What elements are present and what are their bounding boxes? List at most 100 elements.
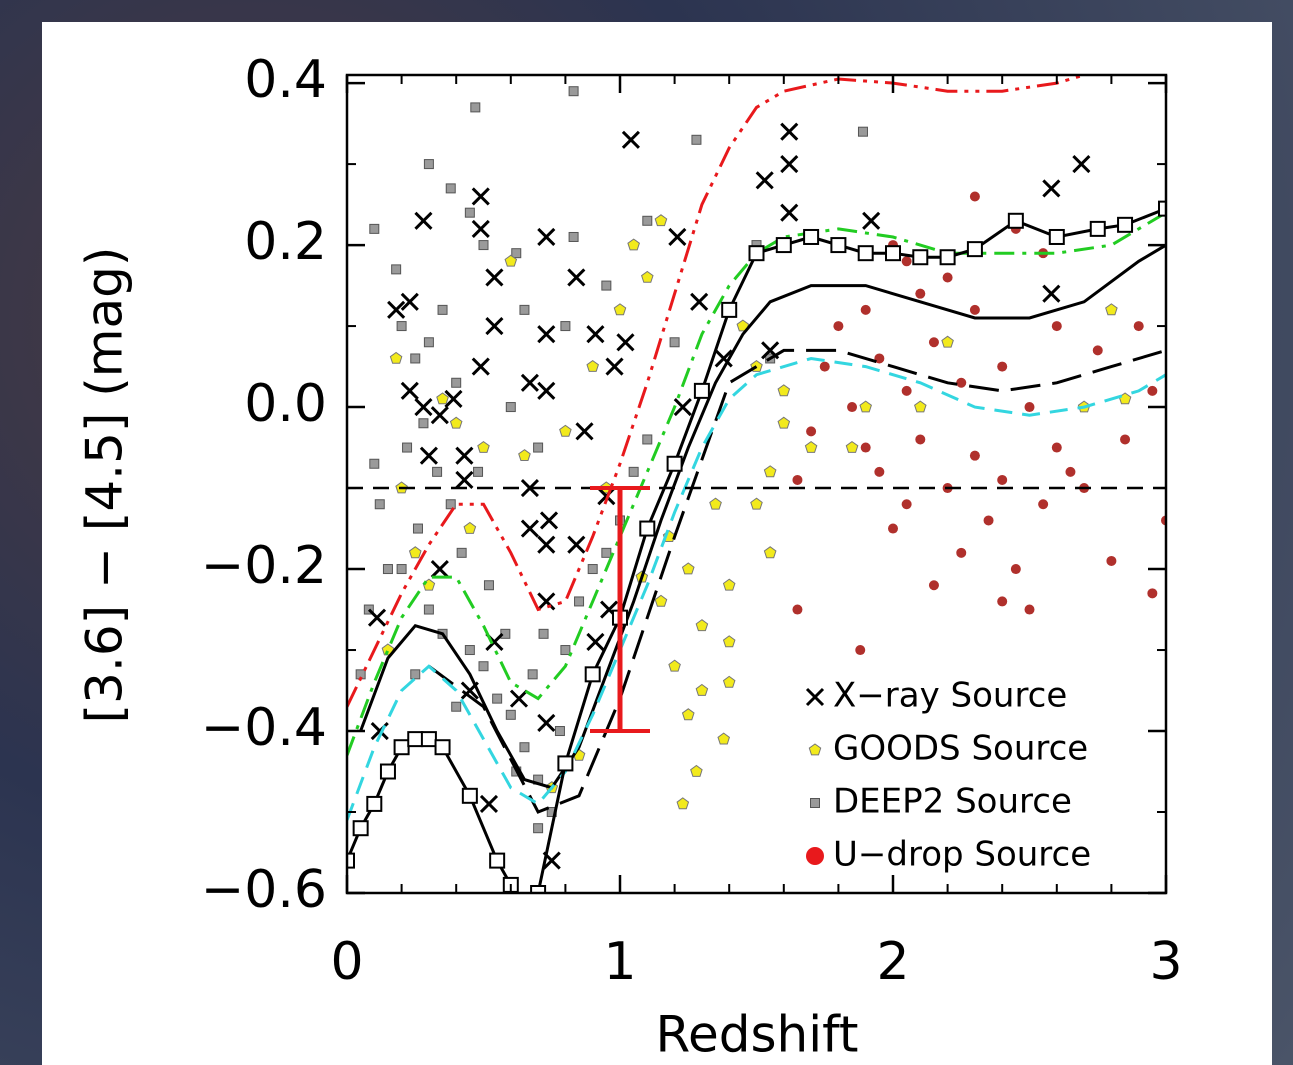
point bbox=[1106, 555, 1117, 566]
point bbox=[654, 214, 668, 227]
point bbox=[915, 434, 926, 445]
point bbox=[1147, 588, 1158, 599]
point bbox=[520, 519, 539, 538]
x-tick-label: 2 bbox=[876, 932, 909, 992]
point bbox=[520, 373, 539, 392]
point bbox=[456, 547, 467, 558]
point bbox=[470, 102, 481, 113]
point bbox=[969, 450, 980, 461]
point bbox=[915, 288, 926, 299]
line-marker bbox=[775, 237, 792, 254]
point bbox=[586, 632, 605, 651]
model-line bbox=[359, 243, 1166, 790]
point bbox=[792, 474, 803, 485]
point bbox=[847, 402, 858, 413]
point bbox=[449, 416, 463, 429]
line-marker bbox=[912, 249, 929, 266]
point bbox=[1072, 155, 1091, 174]
point bbox=[533, 442, 544, 453]
line-marker bbox=[434, 739, 451, 756]
point bbox=[537, 713, 556, 732]
point bbox=[1042, 284, 1061, 303]
line-marker bbox=[461, 787, 478, 804]
point bbox=[471, 187, 490, 206]
point bbox=[901, 256, 912, 267]
point bbox=[518, 449, 531, 461]
point bbox=[369, 458, 380, 469]
line-marker bbox=[1117, 216, 1134, 233]
point bbox=[857, 126, 868, 137]
point bbox=[804, 440, 818, 453]
point bbox=[400, 292, 419, 311]
point bbox=[668, 227, 687, 247]
point bbox=[418, 418, 429, 429]
point bbox=[471, 219, 490, 238]
line-marker bbox=[420, 731, 437, 748]
x-tick-label: 1 bbox=[603, 932, 636, 992]
point bbox=[455, 446, 474, 465]
y-tick-label: −0.2 bbox=[201, 536, 327, 596]
point bbox=[969, 304, 980, 315]
point bbox=[695, 619, 709, 632]
point bbox=[537, 227, 556, 247]
point bbox=[414, 211, 433, 230]
point bbox=[681, 562, 695, 575]
point bbox=[537, 325, 556, 344]
point bbox=[505, 709, 516, 720]
point bbox=[504, 254, 518, 267]
y-tick-label: 0.4 bbox=[244, 50, 327, 110]
point bbox=[537, 381, 556, 400]
point bbox=[567, 535, 586, 554]
point bbox=[414, 397, 433, 417]
point bbox=[485, 317, 504, 336]
point bbox=[601, 280, 612, 291]
point bbox=[574, 596, 585, 607]
legend-label: DEEP2 Source bbox=[833, 782, 1072, 822]
point bbox=[1065, 466, 1076, 477]
point bbox=[478, 240, 489, 251]
point bbox=[423, 604, 434, 615]
point bbox=[419, 446, 438, 465]
point bbox=[691, 134, 702, 145]
point bbox=[432, 466, 443, 477]
point bbox=[1133, 321, 1144, 332]
point bbox=[855, 645, 866, 656]
point bbox=[485, 268, 504, 287]
point bbox=[1042, 179, 1061, 198]
point bbox=[642, 215, 653, 226]
point bbox=[627, 238, 640, 251]
point bbox=[586, 325, 605, 344]
point bbox=[641, 270, 654, 283]
line-marker bbox=[857, 245, 874, 262]
point bbox=[901, 385, 912, 396]
point bbox=[587, 564, 598, 575]
point bbox=[642, 434, 653, 445]
point bbox=[430, 559, 449, 579]
point bbox=[983, 515, 994, 526]
point bbox=[819, 361, 830, 372]
point bbox=[554, 726, 565, 737]
point bbox=[423, 159, 434, 170]
point bbox=[436, 392, 449, 405]
point bbox=[568, 86, 579, 97]
line-marker bbox=[584, 666, 601, 683]
point bbox=[717, 732, 730, 745]
line-marker bbox=[557, 755, 574, 772]
point bbox=[845, 440, 859, 453]
point bbox=[412, 523, 423, 534]
point bbox=[560, 645, 571, 656]
point bbox=[676, 797, 690, 810]
point bbox=[538, 628, 549, 639]
point bbox=[941, 335, 954, 348]
point bbox=[369, 223, 380, 234]
x-axis-label: Redshift bbox=[656, 1006, 859, 1064]
point bbox=[792, 604, 803, 615]
point bbox=[537, 535, 556, 554]
y-tick-label: 0.0 bbox=[244, 374, 327, 434]
point bbox=[714, 349, 733, 368]
point bbox=[537, 592, 556, 611]
point bbox=[478, 661, 489, 672]
point bbox=[928, 337, 939, 348]
point bbox=[367, 608, 387, 627]
point bbox=[464, 207, 475, 218]
